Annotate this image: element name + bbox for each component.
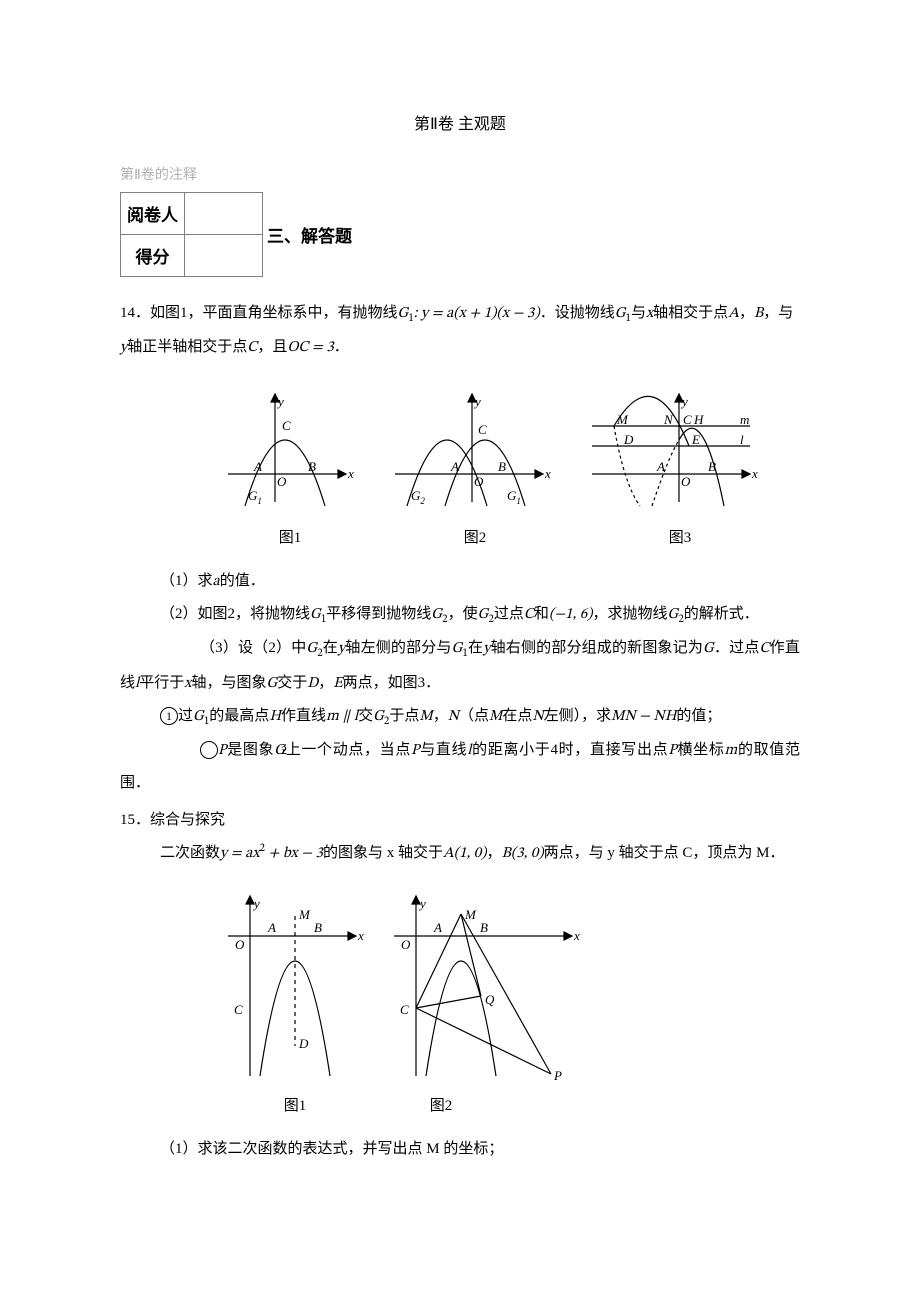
svg-text:O: O [277,474,287,489]
q14-fig-labels: 图1 图2 图3 [120,522,800,555]
svg-text:E: E [691,432,700,447]
svg-text:D: D [623,432,634,447]
svg-text:B: B [480,920,488,935]
q14-part3-sub2: 2P是图象G上一个动点，当点P与直线l的距离小于4时，直接写出点P横坐标m的取值… [80,734,800,800]
svg-text:O: O [401,937,411,952]
svg-text:A: A [433,920,442,935]
svg-text:m: m [740,412,749,427]
section-title: 第Ⅱ卷 主观题 [414,116,506,133]
svg-text:x: x [347,466,354,481]
q14-part1: （1）求a的值． [120,565,800,598]
svg-text:D: D [298,1036,309,1051]
q14-part2: （2）如图2，将抛物线G1平移得到抛物线G2，使G2过点C和(−1, 6)，求抛… [120,598,800,632]
svg-text:x: x [357,928,364,943]
svg-text:P: P [553,1068,562,1083]
svg-text:x: x [751,466,758,481]
svg-text:B: B [708,459,716,474]
svg-text:y: y [276,394,284,409]
q15-part1: （1）求该二次函数的表达式，并写出点 M 的坐标； [120,1133,800,1166]
svg-text:O: O [474,474,484,489]
svg-text:B: B [314,920,322,935]
grading-score-label: 得分 [121,235,185,277]
grading-table: 阅卷人 得分 [120,192,263,277]
grading-score-blank [185,235,263,277]
svg-text:M: M [464,907,477,922]
svg-text:B: B [498,459,506,474]
q14-fig2: y x C A O B G2 G1 [387,384,554,514]
question-14: 14．如图1，平面直角坐标系中，有抛物线G1: y = a(x + 1)(x −… [120,297,800,800]
svg-text:y: y [473,394,481,409]
grading-examiner-blank [185,193,263,235]
q14-part3-sub1: 1过G1的最高点H作直线m ∥ l交G2于点M，N（点M在点N左侧），求MN −… [120,700,800,734]
svg-text:G1: G1 [507,488,521,506]
svg-text:A: A [267,920,276,935]
svg-text:A: A [656,459,665,474]
q15-figures: y x O A B M C D y x O [120,870,800,1090]
svg-text:G2: G2 [411,488,425,506]
svg-text:M: M [298,907,311,922]
formula: G1: y = a(x + 1)(x − 3) [398,306,540,321]
svg-text:x: x [544,466,551,481]
q15-line2: 二次函数y = ax2 + bx − 3的图象与 x 轴交于A(1, 0)，B(… [120,837,800,870]
svg-text:A: A [450,459,459,474]
svg-text:C: C [282,418,291,433]
q14-fig1: y x C A O B G1 [220,384,357,514]
svg-text:M: M [616,412,629,427]
svg-text:l: l [740,432,744,447]
q14-stem: 14．如图1，平面直角坐标系中，有抛物线G1: y = a(x + 1)(x −… [120,297,800,364]
svg-text:A: A [253,459,262,474]
svg-text:H: H [693,412,704,427]
svg-text:y: y [252,896,260,911]
svg-text:y: y [418,896,426,911]
q15-fig-labels: 图1 图2 [120,1090,800,1123]
q14-fig3: y x M N C H m D E l A O B [584,384,760,514]
q14-num: 14． [120,305,150,321]
q14-part3: （3）设（2）中G2在y轴左侧的部分与G1在y轴右侧的部分组成的新图象记为G．过… [80,632,800,699]
svg-text:Q: Q [485,992,495,1007]
q15-stem: 15．综合与探究 [120,804,800,837]
q15-fig2: y x O A B M C Q P [386,886,586,1086]
subsection-title: 三、解答题 [267,222,352,247]
svg-text:B: B [308,459,316,474]
section-header: 第Ⅱ卷 主观题 [120,110,800,134]
svg-text:C: C [400,1002,409,1017]
question-15: 15．综合与探究 二次函数y = ax2 + bx − 3的图象与 x 轴交于A… [120,804,800,1166]
svg-text:x: x [573,928,580,943]
q15-fig1: y x O A B M C D [220,886,370,1086]
section-annotation: 第Ⅱ卷的注释 [120,164,800,184]
svg-text:C: C [683,412,692,427]
svg-text:G1: G1 [248,488,262,506]
svg-text:y: y [680,394,688,409]
svg-text:O: O [235,937,245,952]
q15-num: 15． [120,812,150,828]
svg-text:N: N [663,412,674,427]
grading-row: 阅卷人 得分 三、解答题 [120,192,800,277]
svg-text:C: C [234,1002,243,1017]
svg-text:O: O [681,474,691,489]
q14-figures: y x C A O B G1 y x C A O B G2 G1 [120,364,800,522]
grading-examiner-label: 阅卷人 [121,193,185,235]
svg-text:C: C [478,422,487,437]
